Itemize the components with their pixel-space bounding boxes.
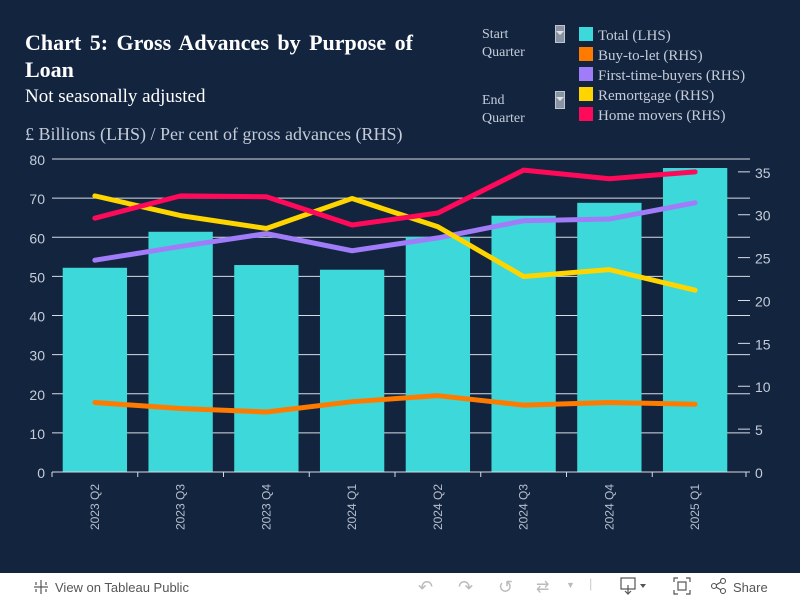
y-right-tick-label: 15 <box>755 336 771 352</box>
lines <box>92 167 698 415</box>
legend-label: First-time-buyers (RHS) <box>598 68 746 84</box>
x-tick-label: 2024 Q1 <box>345 484 359 530</box>
legend-label: Remortgage (RHS) <box>598 88 715 104</box>
start-label-line2: Quarter <box>482 45 525 60</box>
download-icon[interactable] <box>620 577 648 598</box>
y-right-tick-label: 0 <box>755 465 763 481</box>
bar-total <box>662 167 728 472</box>
y-left-tick-label: 70 <box>29 191 45 207</box>
revert-icon[interactable]: ↺ <box>498 577 514 597</box>
legend-label: Home movers (RHS) <box>598 108 726 124</box>
x-tick-label: 2024 Q3 <box>517 484 531 530</box>
x-tick-label: 2023 Q3 <box>174 484 188 530</box>
undo-icon[interactable]: ↶ <box>418 577 434 597</box>
refresh-icon[interactable]: ⇄ <box>536 579 550 596</box>
view-on-tableau-link[interactable]: View on Tableau Public <box>55 580 189 595</box>
tableau-toolbar: View on Tableau Public ↶ ↷ ↺ ⇄ ▼ | Share <box>0 573 800 600</box>
y-right-tick-label: 20 <box>755 293 771 309</box>
bar-total <box>319 269 385 472</box>
y-left-tick-label: 0 <box>37 465 45 481</box>
legend-swatch <box>579 87 593 101</box>
share-icon[interactable] <box>710 577 728 597</box>
x-tick-label: 2024 Q4 <box>602 484 616 530</box>
legend-label: Buy-to-let (RHS) <box>598 48 703 64</box>
legend-swatch <box>579 67 593 81</box>
line-buy-to-let-rhs <box>92 393 698 415</box>
start-quarter-label: Start Quarter <box>482 26 525 62</box>
y-left-tick-label: 40 <box>29 309 45 325</box>
y-left-tick-label: 10 <box>29 426 45 442</box>
y-right-tick-label: 35 <box>755 165 771 181</box>
tableau-logo-icon[interactable] <box>33 579 49 598</box>
y-left-tick-label: 20 <box>29 387 45 403</box>
legend-label: Total (LHS) <box>598 28 671 44</box>
bar-total <box>62 267 128 472</box>
y-right-tick-label: 10 <box>755 379 771 395</box>
y-right-tick-label: 30 <box>755 208 771 224</box>
refresh-dropdown-icon[interactable]: ▼ <box>566 580 575 590</box>
end-label-line2: Quarter <box>482 111 525 126</box>
y-left-tick-label: 60 <box>29 230 45 246</box>
bar-total <box>234 265 299 472</box>
y-left-tick-label: 30 <box>29 348 45 364</box>
redo-icon[interactable]: ↷ <box>458 577 474 597</box>
y-left-tick-label: 80 <box>29 152 45 168</box>
chart-subtitle: Not seasonally adjusted <box>25 86 206 107</box>
line-home-movers-rhs <box>92 167 698 228</box>
bar-total <box>577 202 642 472</box>
fullscreen-icon[interactable] <box>673 577 691 598</box>
end-quarter-label: End Quarter <box>482 92 525 128</box>
line-remortgage-rhs <box>92 193 698 293</box>
axis-unit-label: £ Billions (LHS) / Per cent of gross adv… <box>25 124 403 144</box>
start-quarter-dropdown[interactable] <box>555 25 565 43</box>
bar-total <box>405 236 471 472</box>
axes: 0 10 20 30 40 50 60 70 80 0 5 10 15 20 25 30 35 2023 Q2 20… <box>29 152 770 530</box>
x-tick-label: 2023 Q4 <box>259 484 273 530</box>
bar-total <box>148 231 213 472</box>
y-right-tick-label: 5 <box>755 422 763 438</box>
line-first-time-buyers-rhs <box>92 200 698 263</box>
x-tick-label: 2024 Q2 <box>431 484 445 530</box>
toolbar-divider: | <box>589 576 593 591</box>
bars <box>62 167 728 472</box>
y-left-tick-label: 50 <box>29 269 45 285</box>
x-tick-label: 2025 Q1 <box>688 484 702 530</box>
y-right-tick-label: 25 <box>755 251 771 267</box>
x-tick-label: 2023 Q2 <box>88 484 102 530</box>
legend-swatch <box>579 27 593 41</box>
share-button[interactable]: Share <box>733 580 768 595</box>
legend-swatch <box>579 107 593 121</box>
chart-plot[interactable]: 0 10 20 30 40 50 60 70 80 0 5 10 15 20 25 30 35 2023 Q2 20… <box>0 0 800 573</box>
end-quarter-dropdown[interactable] <box>555 91 565 109</box>
end-label-line1: End <box>482 93 505 108</box>
chart-title: Chart 5: Gross Advances by Purpose of Lo… <box>25 30 413 82</box>
start-label-line1: Start <box>482 27 509 42</box>
bar-total <box>491 215 556 472</box>
legend-swatch <box>579 47 593 61</box>
